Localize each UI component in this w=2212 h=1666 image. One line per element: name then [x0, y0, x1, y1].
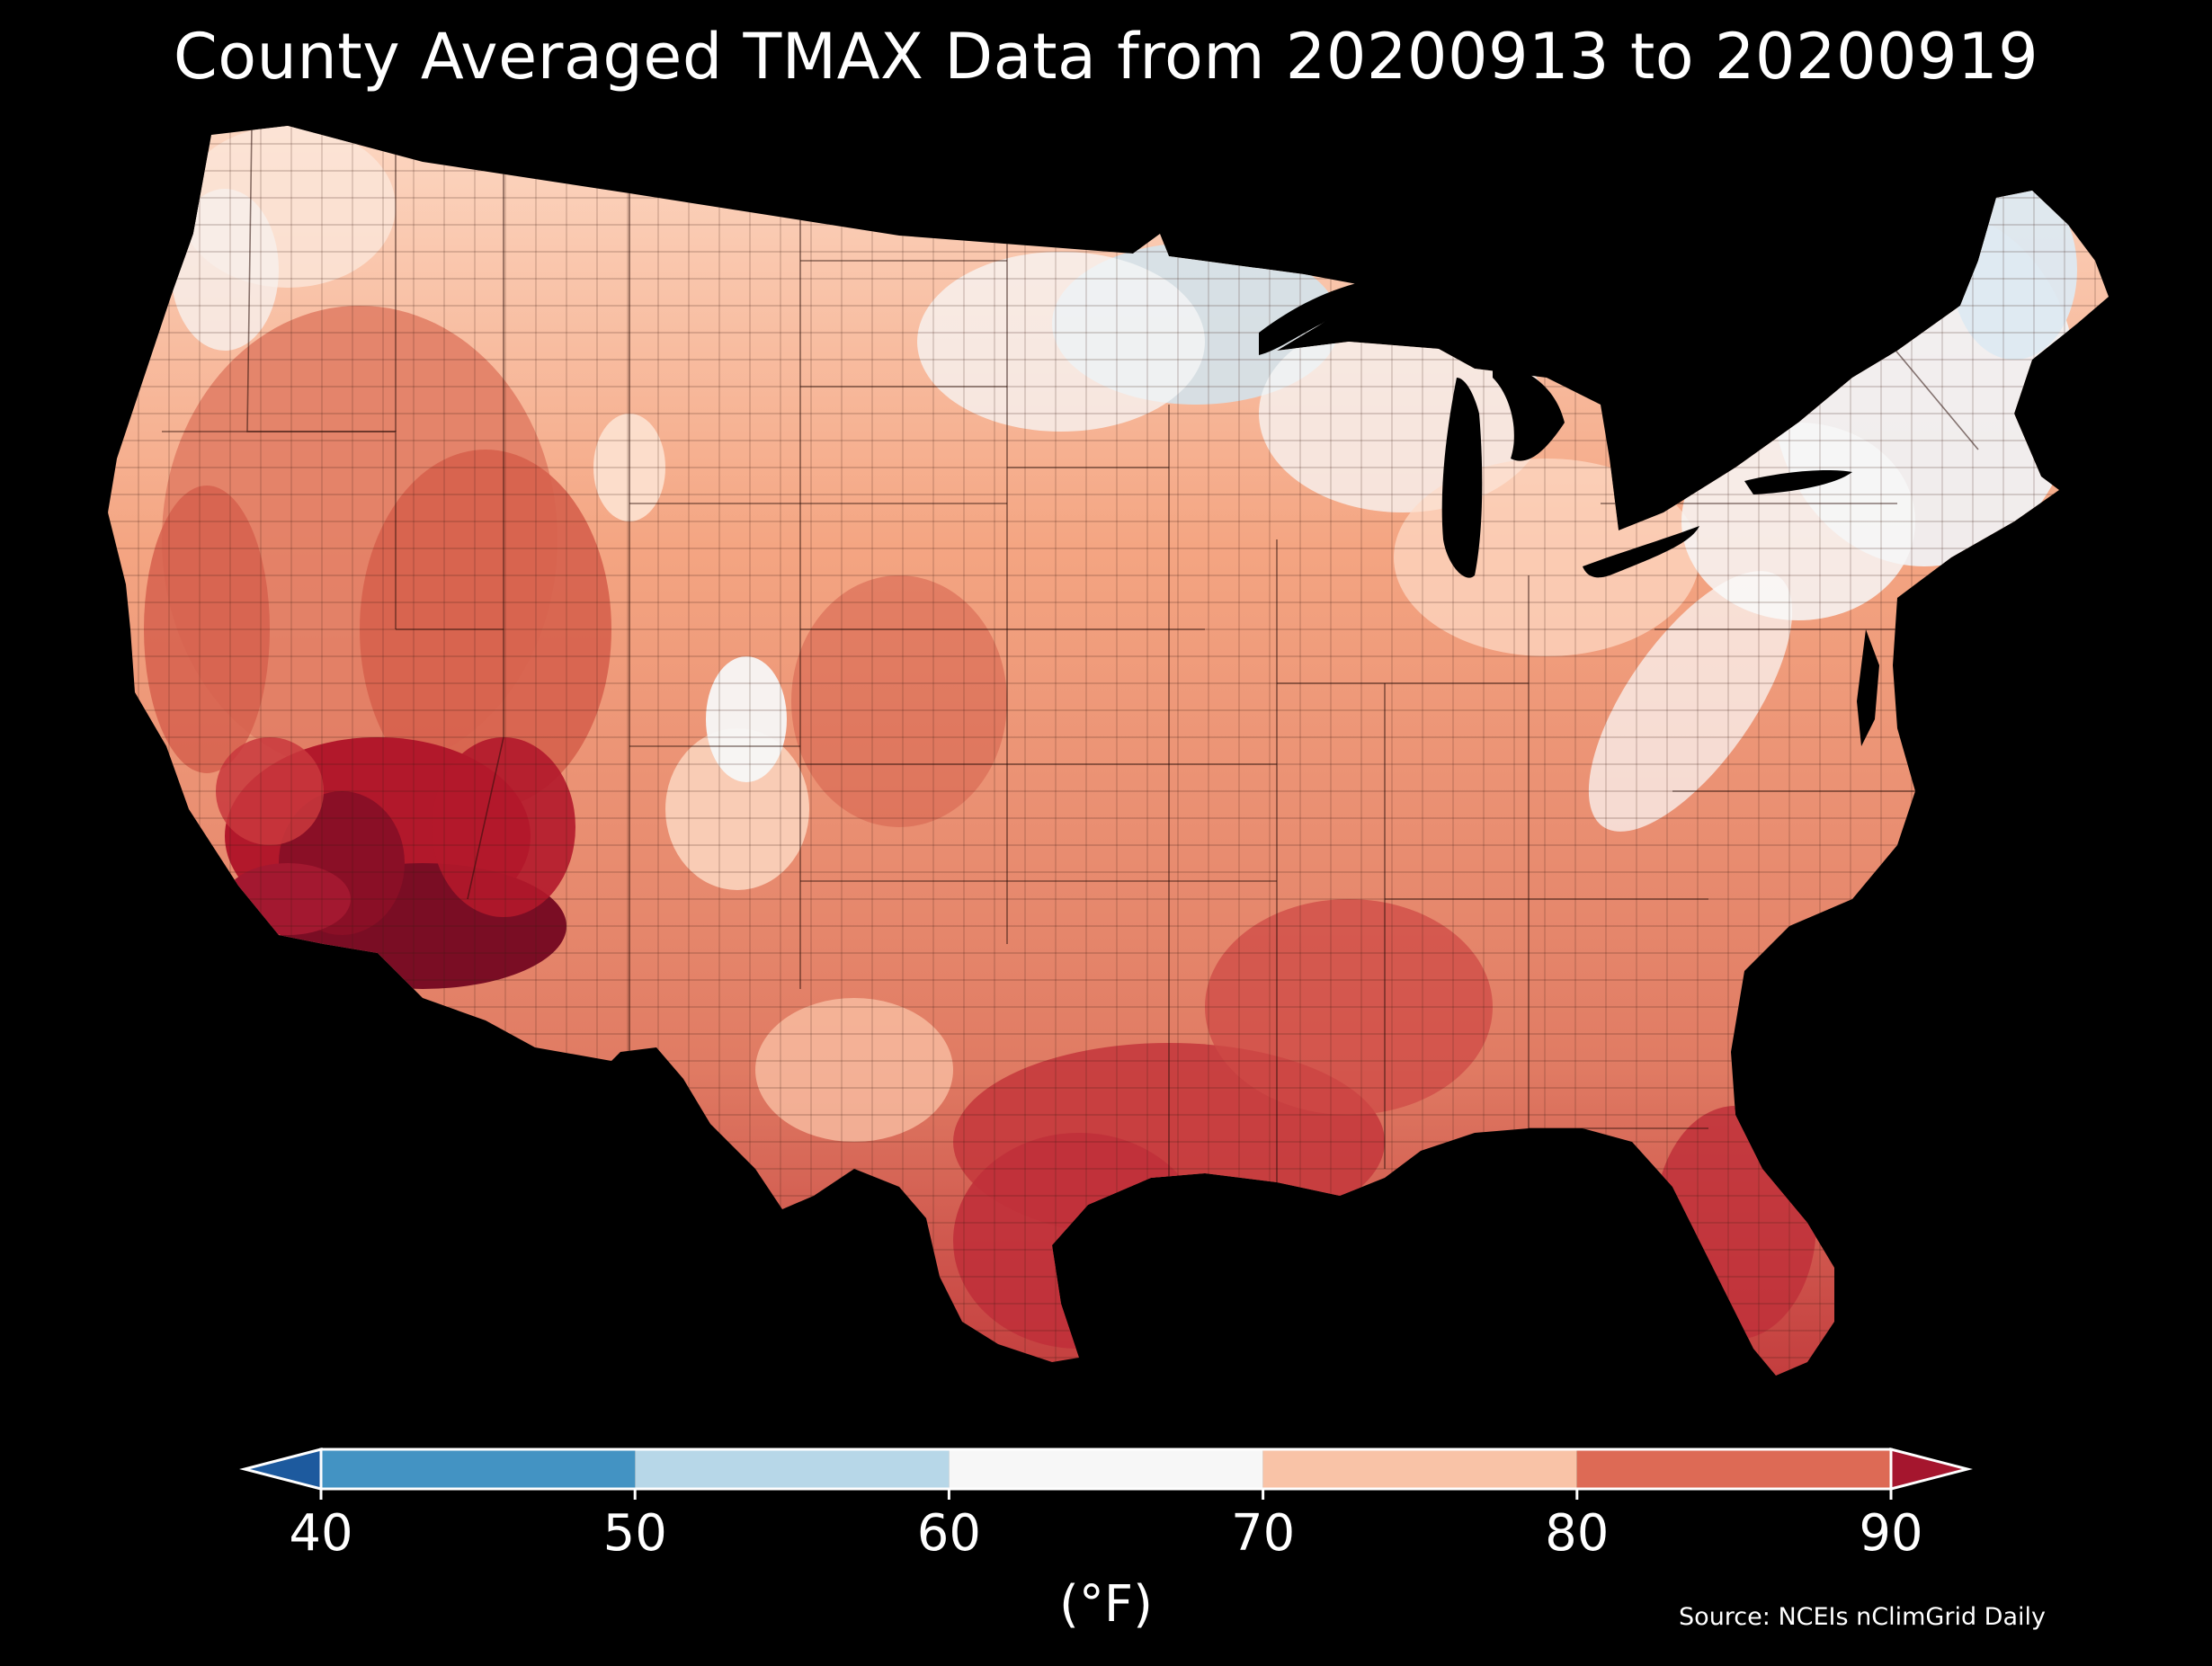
map-title: County Averaged TMAX Data from 20200913 … [173, 20, 2039, 94]
colorbar-bin-40-50 [321, 1449, 636, 1489]
lake-michigan [1441, 378, 1483, 578]
colorbar-tick-label: 50 [603, 1504, 667, 1563]
lake-huron [1493, 360, 1565, 461]
colorbar-tick-label: 40 [289, 1504, 352, 1563]
colorbar-bin-70-80 [1262, 1449, 1577, 1489]
source-credit: Source: NCEIs nClimGrid Daily [1679, 1603, 2046, 1631]
colorbar-tick-label: 90 [1859, 1504, 1922, 1563]
colorbar-bins [321, 1449, 1891, 1489]
colorbar-tick-label: 70 [1231, 1504, 1295, 1563]
lake-superior [1259, 279, 1376, 355]
lake-ontario [1744, 470, 1852, 494]
chesapeake-bay [1857, 629, 1879, 746]
colorbar-tick-label: 80 [1545, 1504, 1609, 1563]
colorbar-under-arrow [239, 1448, 323, 1491]
colorbar-over-arrow [1889, 1448, 1973, 1491]
colorbar-bin-80-90 [1576, 1449, 1891, 1489]
colorbar-bin-60-70 [949, 1449, 1263, 1489]
colorbar-units-label: (°F) [1059, 1575, 1153, 1634]
colorbar-ticks: 40 50 60 70 80 90 [289, 1489, 1923, 1563]
colorbar-bin-50-60 [635, 1449, 950, 1489]
colorbar-outline [319, 1448, 1893, 1491]
colorbar-tick-label: 60 [917, 1504, 981, 1563]
lake-erie [1583, 526, 1699, 578]
